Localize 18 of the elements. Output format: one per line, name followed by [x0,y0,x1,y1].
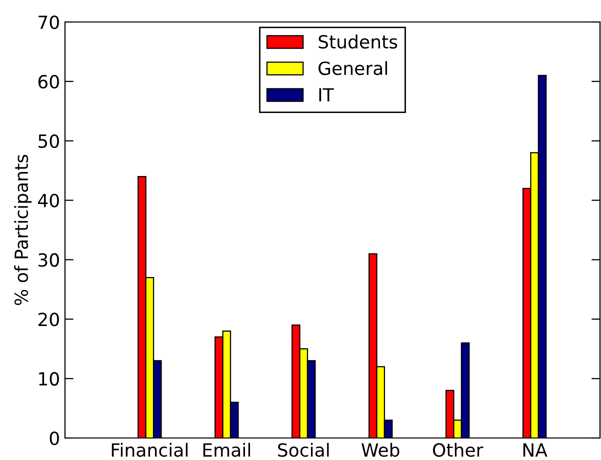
y-tick-label: 50 [38,134,59,148]
y-tick-label: 0 [50,431,59,446]
x-tick-label: Financial [112,442,188,457]
x-tick-label: Web [362,442,400,457]
x-tick-label: Email [203,442,250,457]
x-tick-label: Other [432,442,484,457]
y-tick-label: 10 [39,372,59,386]
y-tick-label: 70 [38,15,59,30]
y-axis-title: % of Participants [14,154,32,306]
x-tick-label: NA [523,443,548,457]
y-tick-label: 40 [38,194,59,208]
y-tick-label: 60 [38,74,59,89]
legend-label: General [318,61,387,76]
legend-label: Students [318,34,398,49]
y-tick-label: 30 [38,253,59,267]
x-tick-label: Social [278,442,329,457]
legend-label: IT [319,88,334,102]
y-tick-label: 20 [38,312,59,326]
